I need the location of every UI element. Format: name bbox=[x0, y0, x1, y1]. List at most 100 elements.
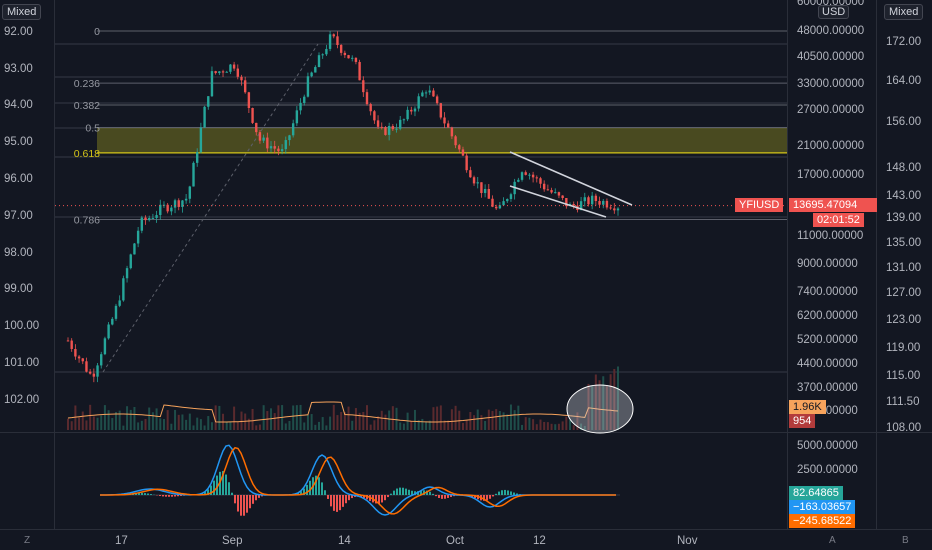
macd-histogram-bar bbox=[327, 495, 329, 499]
candle-body bbox=[240, 76, 243, 81]
volume-bar bbox=[362, 411, 365, 430]
usd-axis-label: 7400.00000 bbox=[797, 286, 858, 298]
volume-bar bbox=[174, 409, 177, 430]
candle-body bbox=[609, 207, 612, 209]
volume-bar bbox=[233, 406, 236, 430]
volume-bar bbox=[580, 423, 583, 430]
fib-level-label: 0.382 bbox=[74, 100, 100, 112]
candle-body bbox=[262, 137, 265, 141]
candle-body bbox=[539, 178, 542, 184]
volume-bar bbox=[506, 414, 509, 430]
usd-axis-label: 4400.00000 bbox=[797, 358, 858, 370]
candle-body bbox=[487, 188, 491, 199]
left-axis-label: 93.00 bbox=[4, 63, 33, 75]
volume-bar bbox=[509, 404, 512, 430]
volume-bar bbox=[266, 411, 269, 430]
macd-histogram-bar bbox=[435, 495, 437, 497]
macd-histogram-bar bbox=[147, 493, 149, 495]
candle-body bbox=[362, 80, 365, 93]
channel-lower-line bbox=[509, 185, 607, 218]
candle-body bbox=[332, 34, 335, 37]
candle-body bbox=[310, 72, 313, 77]
volume-tag: 954 bbox=[789, 414, 816, 428]
volume-bar bbox=[554, 424, 557, 430]
zoom-reset-button[interactable]: Z bbox=[24, 535, 31, 546]
volume-bar bbox=[399, 422, 402, 430]
macd-histogram-bar bbox=[306, 484, 308, 495]
usd-axis-label: 17000.00000 bbox=[797, 169, 865, 181]
candle-body bbox=[306, 76, 310, 97]
volume-bar bbox=[365, 405, 368, 430]
volume-bar bbox=[273, 413, 276, 430]
candle-body bbox=[480, 182, 483, 194]
macd-histogram-bar bbox=[297, 493, 299, 495]
candle-body bbox=[255, 122, 258, 133]
left-axis-label: 96.00 bbox=[4, 173, 33, 185]
volume-bar bbox=[598, 380, 601, 430]
signal-line bbox=[100, 446, 616, 515]
left-axis-label: 102.00 bbox=[4, 394, 40, 406]
candle-body bbox=[373, 111, 376, 121]
volume-bar bbox=[413, 409, 416, 430]
macd-histogram-bar bbox=[381, 495, 383, 503]
candle-body bbox=[469, 170, 472, 178]
candle-body bbox=[236, 68, 239, 77]
candle-body bbox=[122, 278, 125, 301]
pane-divider[interactable] bbox=[0, 432, 932, 433]
candle-body bbox=[572, 203, 575, 206]
candle-body bbox=[66, 340, 70, 342]
volume-bar bbox=[351, 420, 354, 430]
candle-body bbox=[136, 230, 140, 244]
candle-body bbox=[70, 340, 73, 349]
volume-bar bbox=[74, 405, 77, 430]
macd-histogram-bar bbox=[402, 487, 404, 495]
left-axis-label: 92.00 bbox=[4, 26, 33, 38]
macd-histogram-bar bbox=[159, 495, 161, 496]
signal-line-tag: −245.68522 bbox=[789, 514, 856, 528]
macd-histogram-bar bbox=[177, 495, 179, 497]
candle-body bbox=[203, 106, 206, 128]
candle-body bbox=[594, 195, 598, 202]
candle-body bbox=[491, 198, 494, 207]
auto-scale-button[interactable]: A bbox=[829, 535, 836, 546]
candle-body bbox=[498, 205, 502, 209]
volume-bar bbox=[436, 406, 439, 430]
right-scale-button[interactable]: B bbox=[902, 535, 909, 546]
volume-bar bbox=[561, 421, 564, 430]
right-axis-label: 148.00 bbox=[886, 162, 922, 174]
volume-bar bbox=[388, 410, 391, 430]
volume-bar bbox=[303, 422, 306, 430]
candle-body bbox=[561, 195, 564, 199]
volume-bar bbox=[410, 420, 413, 430]
candle-body bbox=[114, 305, 118, 319]
volume-bar bbox=[517, 405, 520, 430]
right-scale-mode-button[interactable]: Mixed bbox=[884, 4, 924, 20]
volume-bar bbox=[428, 420, 431, 430]
macd-histogram-bar bbox=[387, 495, 389, 498]
volume-bar bbox=[454, 405, 457, 430]
macd-histogram-bar bbox=[405, 488, 407, 495]
main-chart-pane[interactable] bbox=[55, 0, 787, 432]
candle-body bbox=[325, 48, 328, 55]
volume-bar bbox=[354, 408, 357, 430]
volume-bar bbox=[207, 416, 210, 430]
candle-body bbox=[502, 201, 505, 206]
macd-histogram-bar bbox=[255, 495, 257, 501]
macd-histogram-bar bbox=[207, 489, 209, 495]
candle-body bbox=[369, 104, 372, 112]
fib-trend-line bbox=[102, 43, 319, 373]
candle-body bbox=[476, 182, 479, 184]
left-axis-label: 99.00 bbox=[4, 283, 33, 295]
currency-button[interactable]: USD bbox=[818, 5, 850, 19]
candle-body bbox=[243, 80, 247, 93]
macd-histogram-bar bbox=[339, 495, 341, 511]
macd-pane[interactable] bbox=[55, 433, 787, 528]
left-scale-mode-button[interactable]: Mixed bbox=[2, 4, 42, 20]
volume-bar bbox=[461, 422, 464, 430]
candle-body bbox=[195, 152, 199, 163]
volume-bar bbox=[148, 407, 151, 430]
macd-histogram-bar bbox=[309, 480, 311, 495]
candle-body bbox=[351, 57, 354, 59]
macd-histogram-bar bbox=[516, 493, 518, 495]
